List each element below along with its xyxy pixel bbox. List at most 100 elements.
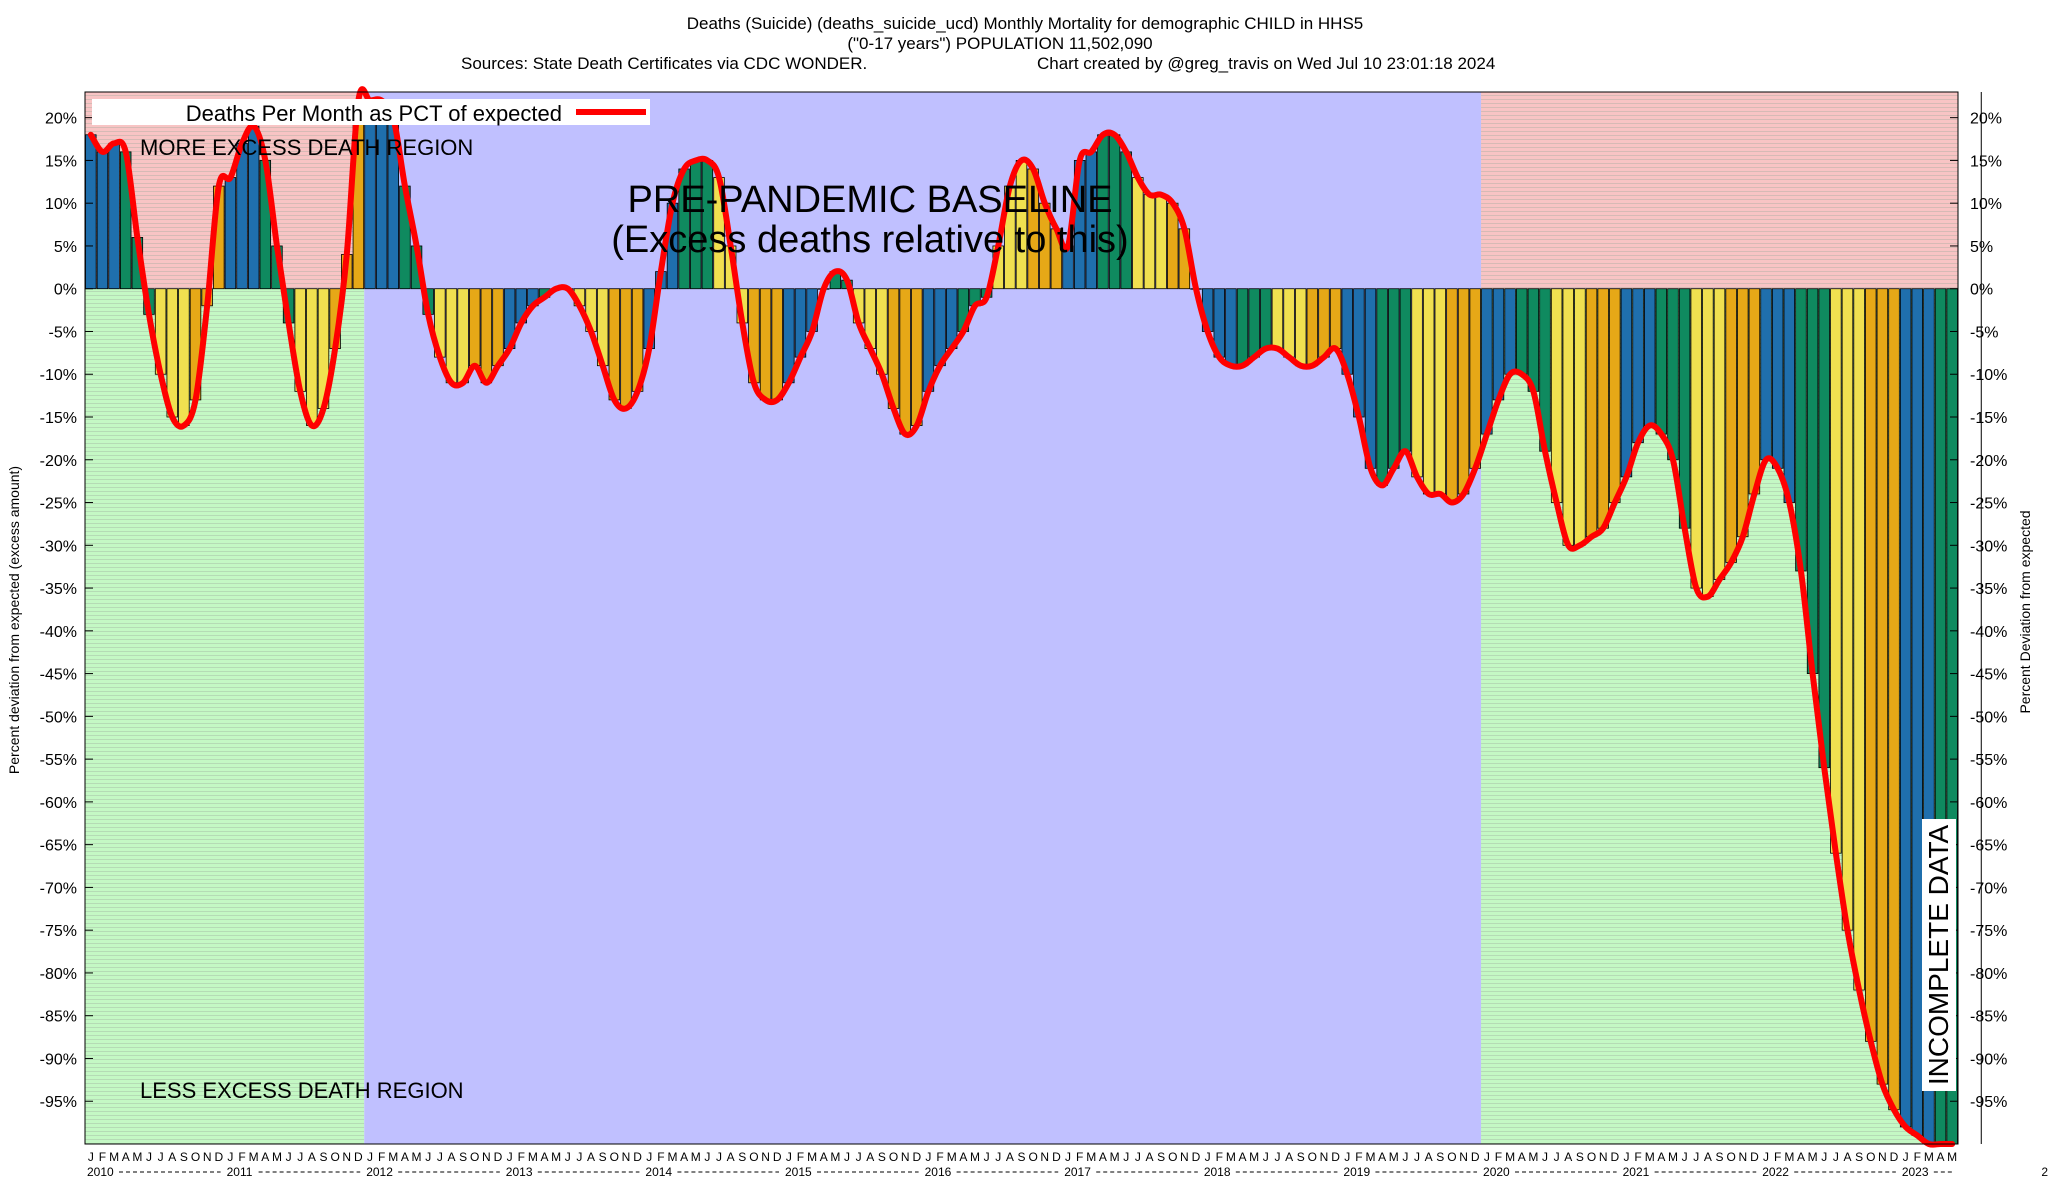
ytick-right-label: -65% [1970,838,2007,855]
series-point-144 [1764,458,1768,461]
xtick-month-label: J [1135,1150,1141,1164]
xtick-month-label: J [1693,1150,1699,1164]
series-point-38 [531,304,535,308]
xtick-month-label: J [425,1150,431,1164]
xtick-year-label: 2023 [1902,1165,1929,1179]
series-point-51 [682,167,686,171]
xtick-month-label: J [1903,1150,1909,1164]
series-point-66 [857,321,860,325]
ytick-left-label: 10% [45,196,77,213]
series-point-127 [1567,544,1570,547]
series-point-145 [1776,467,1779,470]
bar-122 [1504,288,1516,375]
xtick-year-label: 2021 [1623,1165,1650,1179]
ytick-left-label: -65% [40,838,77,855]
xtick-month-label: M [807,1150,817,1164]
xtick-month-label: J [297,1150,303,1164]
series-point-126 [1555,501,1558,504]
chart-title-line2: ("0-17 years") POPULATION 11,502,090 [847,34,1152,53]
series-point-33 [473,364,476,367]
bar-120 [1481,288,1493,435]
xtick-month-label: F [1774,1150,1781,1164]
bar-133 [1632,288,1644,444]
xtick-year-label: 2024 [2041,1165,2048,1179]
series-point-50 [671,201,674,205]
series-point-20 [322,407,325,410]
bar-155 [1888,288,1900,1111]
xtick-month-label: J [565,1150,571,1164]
series-point-47 [636,390,639,393]
bar-141 [1725,288,1737,563]
series-point-60 [787,381,791,384]
series-point-107 [1334,347,1337,350]
series-point-138 [1695,586,1698,590]
series-point-17 [287,321,290,325]
series-point-14 [252,125,255,128]
plot-frame [84,91,1959,1145]
xtick-month-label: A [1425,1150,1433,1164]
ytick-left-label: -40% [40,624,77,641]
series-point-19 [310,424,314,427]
bar-126 [1550,288,1563,503]
ytick-right-label: -75% [1970,923,2007,940]
bar-142 [1737,288,1749,538]
bar-130 [1597,288,1609,529]
ytick-right-label: -10% [1970,367,2007,384]
series-point-35 [496,364,500,367]
bar-144 [1760,288,1772,461]
bar-73 [934,288,946,367]
xtick-month-label: D [1610,1150,1619,1164]
bar-1 [96,151,109,290]
xtick-month-label: D [214,1150,223,1164]
xtick-month-label: N [1320,1150,1329,1164]
ytick-left-label: -20% [40,453,77,470]
xtick-month-label: S [1017,1150,1025,1164]
series-point-44 [601,364,604,367]
xtick-month-label: A [401,1150,409,1164]
series-point-46 [624,407,628,410]
ytick-left-label: 5% [54,239,77,256]
series-point-123 [1520,373,1523,376]
series-point-111 [1380,484,1384,487]
xtick-month-label: N [482,1150,491,1164]
series-point-108 [1346,373,1349,376]
ytick-right-label: 0% [1970,282,1993,299]
xtick-month-label: M [551,1150,561,1164]
xtick-month-label: M [1366,1150,1376,1164]
ytick-right-label: -5% [1970,324,1998,341]
xtick-month-label: A [1099,1150,1107,1164]
series-point-9 [194,398,197,402]
xtick-month-label: J [227,1150,233,1164]
ytick-left-label: 15% [45,153,77,170]
bar-138 [1690,288,1702,589]
xtick-month-label: J [1682,1150,1688,1164]
series-point-15 [264,159,267,162]
series-point-16 [275,244,279,248]
series-point-121 [1497,398,1500,402]
region-hatch-0 [85,92,365,1144]
bar-132 [1620,288,1633,478]
xtick-month-label: O [470,1150,479,1164]
series-point-45 [613,398,616,402]
series-point-72 [927,390,930,393]
ytick-right-label: -15% [1970,410,2007,427]
y-axis-right: 20% 15% 10% 5% 0% -5% -10% -15% -20% -25% -30% -35%… [1950,111,2007,1111]
series-point-21 [333,347,337,350]
series-point-135 [1660,432,1663,436]
bar-0 [85,134,97,290]
xtick-month-label: S [180,1150,188,1164]
incomplete-data-label: INCOMPLETE DATA [1922,819,1956,1091]
series-point-37 [520,321,523,325]
series-point-71 [915,424,918,427]
xtick-year-label: 2014 [645,1165,672,1179]
xtick-month-label: O [191,1150,200,1164]
xtick-month-label: O [1168,1150,1177,1164]
chart-sources: Sources: State Death Certificates via CD… [461,54,867,73]
xtick-month-label: D [494,1150,503,1164]
xtick-month-label: J [1554,1150,1560,1164]
xtick-month-label: A [587,1150,595,1164]
bar-12 [224,177,237,290]
xtick-month-label: M [830,1150,840,1164]
series-point-59 [775,398,779,402]
